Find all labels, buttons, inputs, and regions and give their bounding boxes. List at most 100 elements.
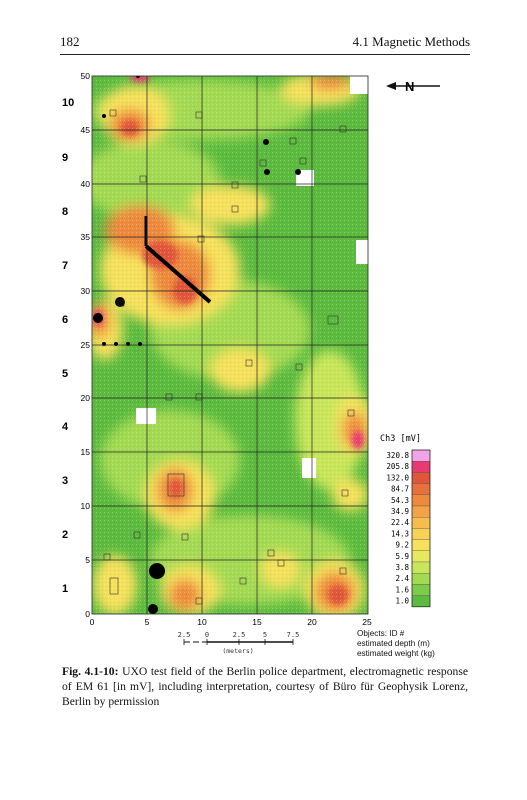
caption-label: Fig. 4.1-10: xyxy=(62,665,119,678)
objects-key-line: estimated depth (m) xyxy=(357,639,430,648)
object-markers xyxy=(103,109,355,605)
map-frame xyxy=(91,75,369,615)
y-tick-label: 35 xyxy=(81,232,91,242)
grid-number: 10 xyxy=(62,97,74,109)
grid-number: 8 xyxy=(62,206,68,218)
figure-caption: Fig. 4.1-10: UXO test field of the Berli… xyxy=(62,664,468,709)
legend-swatch xyxy=(411,472,431,484)
target-dot xyxy=(102,114,106,118)
legend-value: 1.0 xyxy=(395,597,409,606)
x-tick-label: 5 xyxy=(145,617,150,627)
y-axis: 0 5 10 15 20 25 30 35 40 45 50 xyxy=(81,71,91,619)
scale-tick-label: 0 xyxy=(205,631,209,639)
legend-value: 205.8 xyxy=(386,462,409,471)
target-dot xyxy=(114,342,118,346)
legend-swatch xyxy=(411,449,431,462)
target-dot xyxy=(148,604,158,614)
legend-swatch xyxy=(411,573,431,585)
grid-number: 7 xyxy=(62,260,68,272)
legend-swatch xyxy=(411,505,431,518)
running-header: 182 4.1 Magnetic Methods xyxy=(60,34,470,52)
grid-numbers: 1 2 3 4 5 6 7 8 9 10 xyxy=(62,97,74,595)
void-area xyxy=(356,240,368,264)
target-dot xyxy=(126,342,130,346)
legend-value: 2.4 xyxy=(395,574,409,583)
y-tick-label: 40 xyxy=(81,179,91,189)
target-dot xyxy=(149,563,165,579)
legend-value: 132.0 xyxy=(386,473,409,482)
scale-tick-label: 5 xyxy=(263,631,267,639)
legend-value: 14.3 xyxy=(391,529,409,538)
color-legend: Ch3 [mV] 320.8 205.8 132.0 84.7 54.3 34.9 22.4… xyxy=(380,434,431,608)
x-tick-label: 10 xyxy=(197,617,207,627)
grid-lines xyxy=(92,76,368,614)
y-tick-label: 0 xyxy=(85,609,90,619)
header-rule xyxy=(60,54,470,55)
legend-frame xyxy=(411,449,431,608)
grid-number: 1 xyxy=(62,583,68,595)
legend-value: 320.8 xyxy=(386,451,409,460)
legend-swatch xyxy=(411,550,431,563)
legend-swatch xyxy=(411,595,431,607)
void-area xyxy=(136,408,156,424)
scale-bar: 2.5 0 2.5 5 7.5 (meters) xyxy=(178,631,300,655)
legend-value: 34.9 xyxy=(391,507,409,516)
caption-text: UXO test field of the Berlin police depa… xyxy=(62,665,468,708)
objects-key-line: Objects: ID # xyxy=(357,629,405,638)
grid-number: 4 xyxy=(62,421,69,433)
y-tick-label: 5 xyxy=(85,555,90,565)
target-dot xyxy=(93,313,103,323)
target-dot xyxy=(115,297,125,307)
legend-swatch xyxy=(411,461,431,473)
x-axis: 0 5 10 15 20 25 xyxy=(90,617,372,627)
legend-swatch xyxy=(411,539,431,551)
legend-swatch xyxy=(411,528,431,540)
y-tick-label: 20 xyxy=(81,393,91,403)
grid-number: 6 xyxy=(62,314,68,326)
x-tick-label: 15 xyxy=(252,617,262,627)
legend-value: 1.6 xyxy=(395,585,409,594)
target-dot xyxy=(295,169,301,175)
legend-value: 84.7 xyxy=(391,485,409,494)
legend-swatch xyxy=(411,561,431,574)
target-dot xyxy=(136,76,140,78)
north-label: N xyxy=(405,79,414,94)
void-area xyxy=(350,76,368,94)
y-tick-label: 50 xyxy=(81,71,91,81)
grid-number: 5 xyxy=(62,368,68,380)
legend-value: 9.2 xyxy=(395,541,409,550)
legend-swatch xyxy=(411,494,431,507)
legend-value: 22.4 xyxy=(391,518,410,527)
scale-tick-label: 2.5 xyxy=(178,631,191,639)
target-dot xyxy=(263,139,269,145)
void-area xyxy=(302,458,316,478)
anomaly-field xyxy=(92,76,368,614)
target-dot xyxy=(102,342,106,346)
x-tick-label: 25 xyxy=(362,617,372,627)
legend-value: 54.3 xyxy=(391,496,409,505)
y-tick-label: 45 xyxy=(81,125,91,135)
section-title: 4.1 Magnetic Methods xyxy=(352,34,470,49)
y-tick-label: 15 xyxy=(81,447,91,457)
interpreted-pipe xyxy=(144,244,212,304)
y-tick-label: 30 xyxy=(81,286,91,296)
x-tick-label: 0 xyxy=(90,617,95,627)
legend-title: Ch3 [mV] xyxy=(380,434,421,444)
page-number: 182 xyxy=(60,34,80,49)
legend-swatch xyxy=(411,517,431,529)
scale-tick-label: 2.5 xyxy=(233,631,246,639)
grid-number: 9 xyxy=(62,152,68,164)
north-arrow: N xyxy=(386,79,440,94)
target-dot xyxy=(264,169,270,175)
scale-unit: (meters) xyxy=(222,647,253,655)
y-tick-label: 25 xyxy=(81,340,91,350)
legend-value: 3.8 xyxy=(395,563,409,572)
legend-swatch xyxy=(411,584,431,596)
legend-swatch xyxy=(411,483,431,495)
legend-value: 5.9 xyxy=(395,552,409,561)
y-tick-label: 10 xyxy=(81,501,91,511)
target-dot xyxy=(138,342,142,346)
scale-tick-label: 7.5 xyxy=(287,631,300,639)
grid-number: 3 xyxy=(62,475,68,487)
